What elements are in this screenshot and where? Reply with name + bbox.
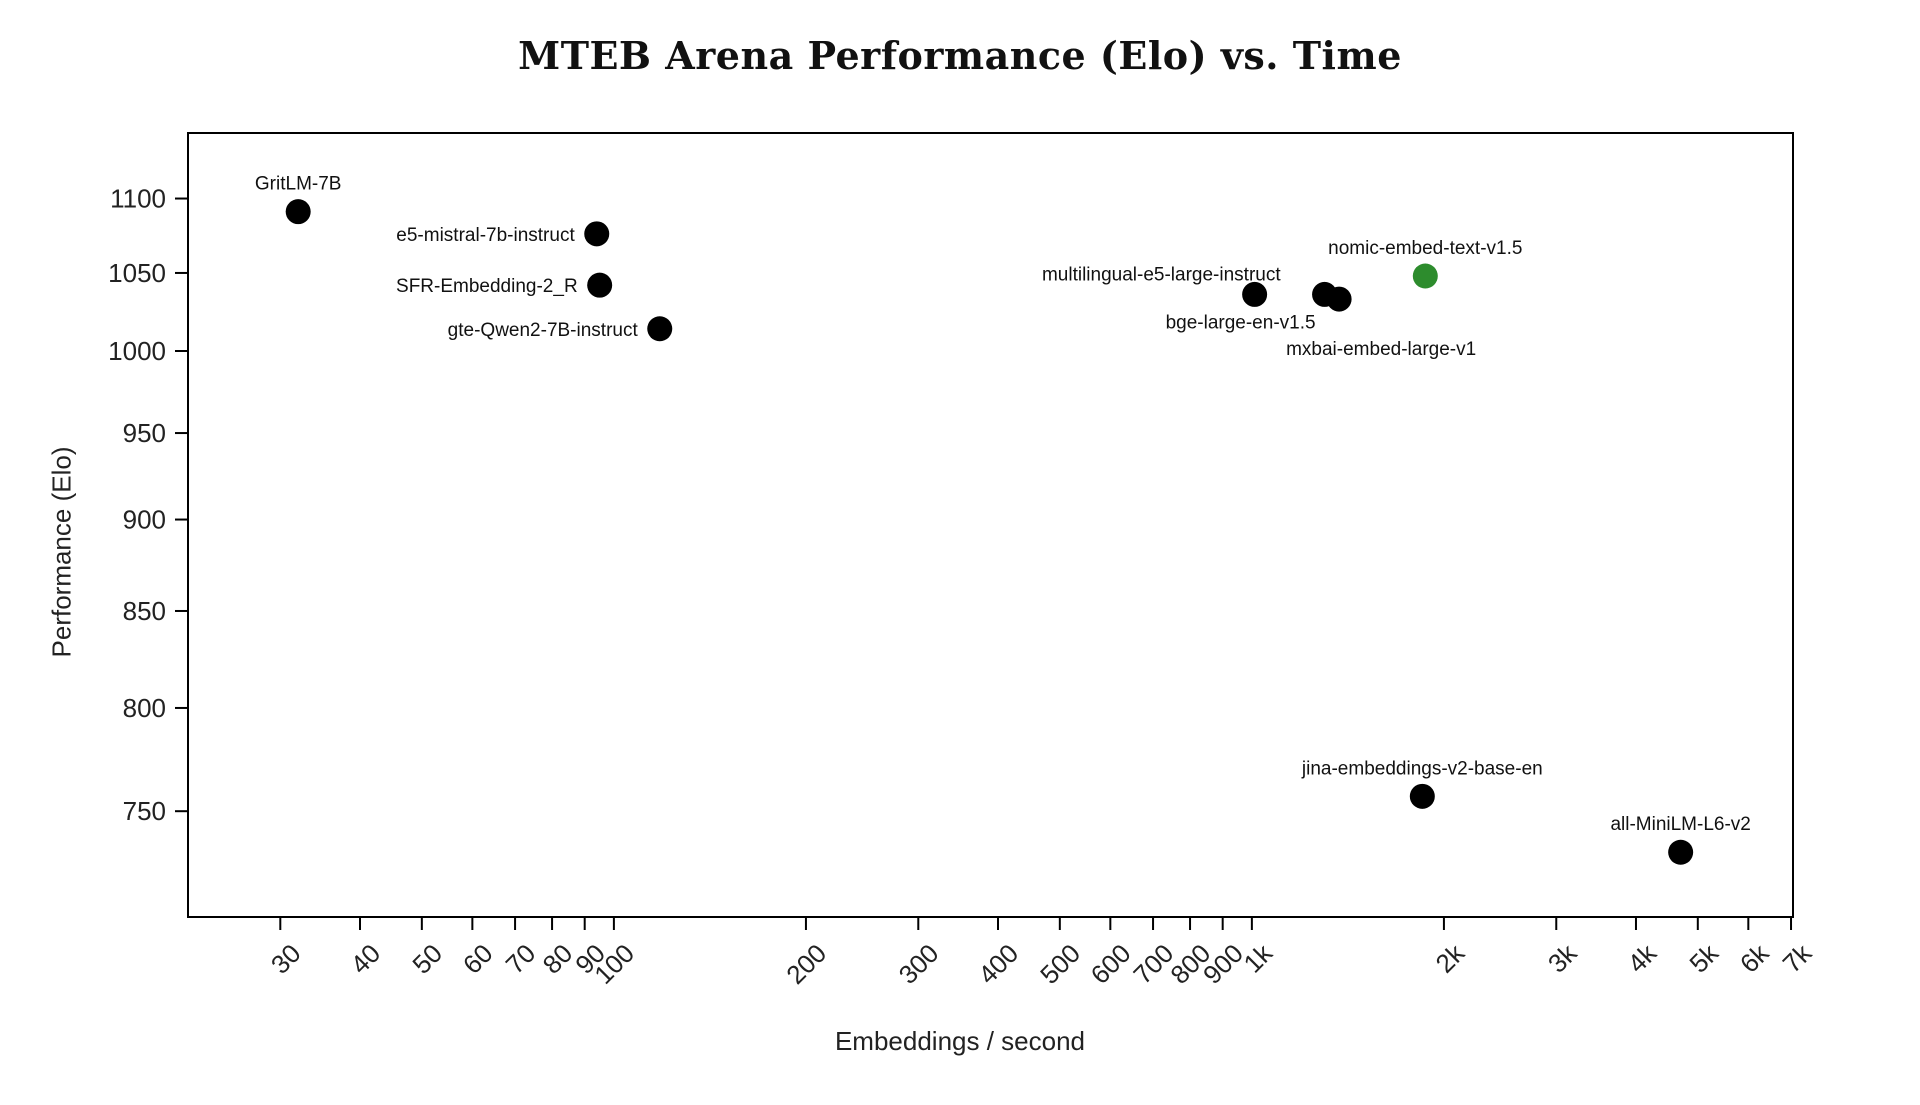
x-tick-label: 600 bbox=[1085, 938, 1137, 990]
y-tick-label: 1100 bbox=[110, 184, 166, 214]
y-tick-label: 950 bbox=[123, 418, 166, 448]
x-tick-label: 4k bbox=[1622, 937, 1663, 978]
data-point-gritlm-7b bbox=[285, 199, 311, 225]
x-tick-label: 70 bbox=[500, 938, 542, 980]
plot-border bbox=[187, 132, 1794, 918]
y-tick-label: 1000 bbox=[108, 336, 166, 366]
data-point-gte-qwen2-7b-instruct bbox=[647, 316, 673, 342]
x-tick-label: 2k bbox=[1430, 937, 1471, 978]
data-point-jina-embeddings-v2-base-en bbox=[1409, 783, 1435, 809]
x-tick-label: 300 bbox=[893, 938, 945, 990]
x-tick-label: 900 bbox=[1197, 938, 1249, 990]
point-label-nomic-embed-text-v1-5: nomic-embed-text-v1.5 bbox=[1328, 238, 1522, 259]
x-tick-label: 500 bbox=[1034, 938, 1086, 990]
point-label-gritlm-7b: GritLM-7B bbox=[255, 174, 342, 195]
x-tick-label: 400 bbox=[972, 938, 1024, 990]
y-tick-label: 900 bbox=[123, 505, 166, 535]
x-tick-label: 50 bbox=[406, 938, 448, 980]
y-tick-label: 850 bbox=[123, 596, 166, 626]
x-tick-label: 6k bbox=[1734, 937, 1775, 978]
point-label-bge-large-en-v1-5: bge-large-en-v1.5 bbox=[1166, 312, 1316, 333]
x-tick-label: 40 bbox=[345, 938, 387, 980]
point-label-multilingual-e5-large-instruct: multilingual-e5-large-instruct bbox=[1042, 264, 1281, 285]
data-point-nomic-embed-text-v1-5 bbox=[1412, 263, 1438, 289]
x-axis-title: Embeddings / second bbox=[834, 1026, 1086, 1056]
data-point-multilingual-e5-large-instruct bbox=[1242, 281, 1268, 307]
point-label-e5-mistral-7b-instruct: e5-mistral-7b-instruct bbox=[396, 225, 575, 246]
data-point-mxbai-embed-large-v1 bbox=[1326, 286, 1352, 312]
data-point-e5-mistral-7b-instruct bbox=[584, 221, 610, 247]
x-tick-label: 5k bbox=[1683, 937, 1724, 978]
y-tick-label: 750 bbox=[123, 796, 166, 826]
point-label-gte-qwen2-7b-instruct: gte-Qwen2-7B-instruct bbox=[448, 320, 639, 341]
x-tick-label: 7k bbox=[1777, 937, 1818, 978]
x-tick-label: 30 bbox=[265, 938, 307, 980]
y-tick-label: 1050 bbox=[108, 258, 166, 288]
x-tick-label: 1k bbox=[1237, 937, 1278, 978]
chart-title: MTEB Arena Performance (Elo) vs. Time bbox=[518, 33, 1402, 78]
x-tick-label: 60 bbox=[457, 938, 499, 980]
point-label-sfr-embedding-2-r: SFR-Embedding-2_R bbox=[396, 276, 578, 297]
x-tick-label: 3k bbox=[1542, 937, 1583, 978]
point-label-all-minilm-l6-v2: all-MiniLM-L6-v2 bbox=[1610, 814, 1750, 835]
point-label-jina-embeddings-v2-base-en: jina-embeddings-v2-base-en bbox=[1301, 758, 1543, 779]
data-point-sfr-embedding-2-r bbox=[587, 272, 613, 298]
x-tick-label: 200 bbox=[780, 938, 832, 990]
y-tick-label: 800 bbox=[123, 693, 166, 723]
data-point-all-minilm-l6-v2 bbox=[1668, 839, 1694, 865]
point-label-mxbai-embed-large-v1: mxbai-embed-large-v1 bbox=[1286, 339, 1476, 360]
